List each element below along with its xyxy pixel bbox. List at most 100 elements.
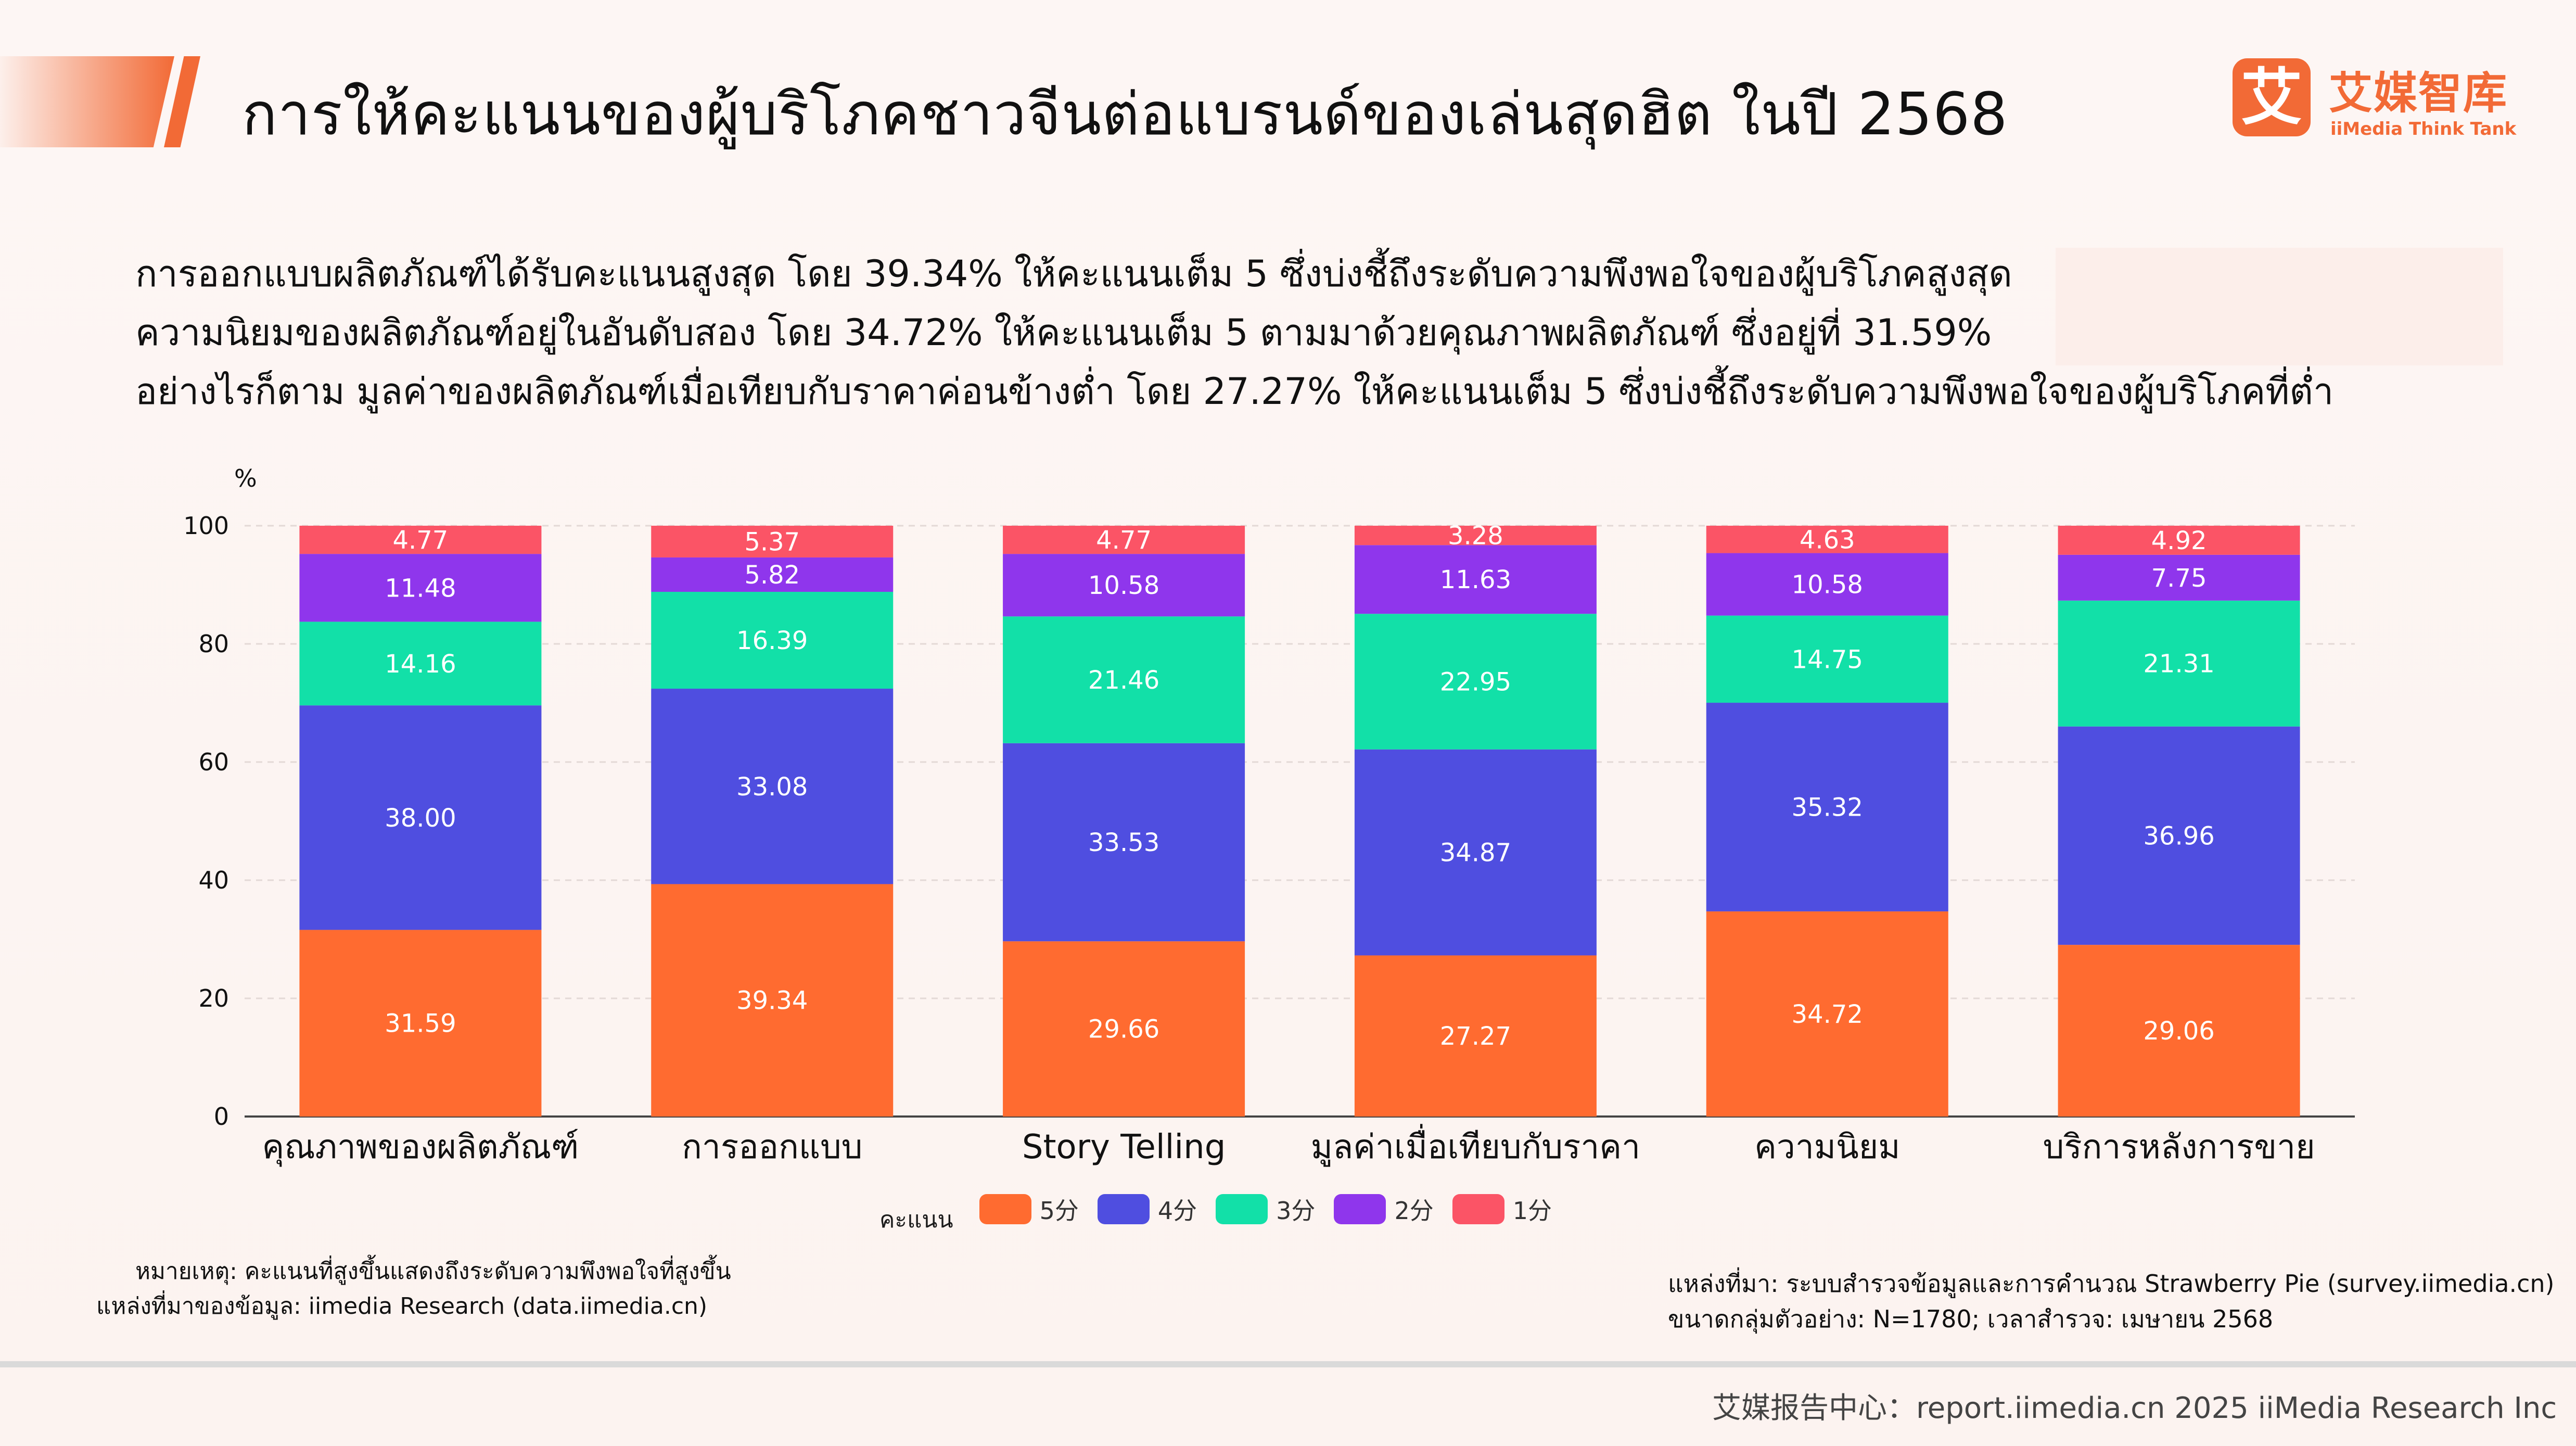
- y-tick-label: 60: [198, 748, 229, 776]
- bar-value-label: 31.59: [385, 1009, 456, 1038]
- summary-line-1: การออกแบบผลิตภัณฑ์ได้รับคะแนนสูงสุด โดย …: [135, 252, 2012, 295]
- y-tick-label: 0: [214, 1102, 229, 1131]
- bar-value-label: 4.92: [2151, 526, 2207, 555]
- x-category-label: ความนิยม: [1754, 1128, 1900, 1166]
- chart-legend: คะแนน 5分 4分 3分 2分 1分: [879, 1188, 1571, 1233]
- bar-value-label: 22.95: [1440, 667, 1511, 696]
- iimedia-logo-icon: 艾: [2233, 58, 2311, 136]
- bar-segment: [651, 884, 894, 1117]
- bar-segment: [1003, 941, 1245, 1117]
- legend-swatch: [1334, 1194, 1386, 1224]
- x-category-label: คุณภาพของผลิตภัณฑ์: [262, 1128, 579, 1167]
- bar-segment: [1354, 955, 1597, 1117]
- bar-value-label: 11.48: [385, 574, 456, 603]
- bar-value-label: 33.53: [1088, 828, 1159, 857]
- bar-segment: [1706, 526, 1948, 553]
- y-tick-label: 40: [198, 866, 229, 894]
- x-category-label: มูลค่าเมื่อเทียบกับราคา: [1311, 1124, 1640, 1167]
- bar-segment: [2058, 554, 2300, 601]
- legend-swatch: [1216, 1194, 1268, 1224]
- bar-value-label: 4.77: [1096, 526, 1152, 555]
- bar-segment: [299, 526, 542, 554]
- bar-value-label: 21.46: [1088, 666, 1159, 695]
- bar-segment: [1003, 526, 1245, 554]
- bar-segment: [1706, 911, 1948, 1117]
- bar-segment: [1003, 554, 1245, 617]
- bar-value-label: 14.16: [385, 650, 456, 679]
- y-axis-label: %: [234, 464, 257, 492]
- bar-segment: [651, 557, 894, 592]
- bar-segment: [2058, 945, 2300, 1117]
- bar-value-label: 29.06: [2143, 1017, 2214, 1046]
- bar-segment: [1354, 545, 1597, 614]
- bar-segment: [299, 930, 542, 1117]
- bar-segment: [651, 592, 894, 689]
- header-accent-bar: [0, 56, 174, 147]
- bar-segment: [651, 526, 894, 557]
- stacked-bar-chart: 0 20 40 60 80 100% 31.59 38.00 14.16 11.48 4.77 คุณ…: [183, 464, 2355, 1167]
- bar-segment: [1003, 616, 1245, 743]
- bar-value-label: 10.58: [1088, 571, 1159, 600]
- summary-text: การออกแบบผลิตภัณฑ์ได้รับคะแนนสูงสุด โดย …: [135, 245, 2508, 421]
- bar-value-label: 21.31: [2143, 650, 2214, 679]
- bar-value-label: 36.96: [2143, 821, 2214, 851]
- summary-line-2: ความนิยมของผลิตภัณฑ์อยู่ในอันดับสอง โดย …: [135, 311, 1992, 354]
- x-category-label: บริการหลังการขาย: [2043, 1128, 2315, 1166]
- footer-text: 艾媒报告中心：report.iimedia.cn 2025 iiMedia Re…: [1712, 1391, 2557, 1425]
- x-category-label: Story Telling: [1022, 1128, 1226, 1166]
- bar-value-label: 16.39: [736, 626, 808, 655]
- legend-title: คะแนน: [879, 1207, 953, 1233]
- bar-value-label: 11.63: [1440, 565, 1511, 594]
- bar-value-label: 5.82: [744, 561, 800, 590]
- bar-segment: [299, 621, 542, 706]
- bar-segment: [1003, 743, 1245, 942]
- bar-value-label: 29.66: [1088, 1015, 1159, 1044]
- legend-item-5: 5分: [979, 1192, 1079, 1226]
- legend-item-4: 4分: [1097, 1192, 1197, 1226]
- x-category-label: การออกแบบ: [682, 1128, 862, 1166]
- legend-item-3: 3分: [1216, 1192, 1315, 1226]
- bar-value-label: 35.32: [1792, 793, 1863, 822]
- y-tick-label: 20: [198, 984, 229, 1012]
- bar-value-label: 14.75: [1792, 645, 1863, 674]
- bar-segment: [2058, 726, 2300, 945]
- bar-value-label: 5.37: [744, 527, 800, 556]
- legend-swatch: [1097, 1194, 1150, 1224]
- bar-segment: [1706, 703, 1948, 911]
- bar-segment: [1706, 553, 1948, 616]
- bar-value-label: 39.34: [736, 986, 808, 1016]
- data-source-note: แหล่งที่มาของข้อมูล: iimedia Research (d…: [96, 1293, 708, 1320]
- chart-note: หมายเหตุ: คะแนนที่สูงขึ้นแสดงถึงระดับควา…: [135, 1258, 731, 1285]
- y-tick-label: 100: [183, 512, 229, 540]
- logo-chinese-name: 艾媒智库: [2329, 68, 2508, 119]
- bar-value-label: 4.77: [392, 526, 448, 555]
- summary-line-3: อย่างไรก็ตาม มูลค่าของผลิตภัณฑ์เมื่อเทีย…: [135, 370, 2334, 413]
- bar-segment: [299, 705, 542, 930]
- page-title: การให้คะแนนของผู้บริโภคชาวจีนต่อแบรนด์ขอ…: [242, 81, 2008, 148]
- y-tick-label: 80: [198, 630, 229, 658]
- bar-segment: [1354, 614, 1597, 750]
- bar-segment: [651, 689, 894, 884]
- legend-item-1: 1分: [1452, 1192, 1552, 1226]
- footer-divider: [0, 1361, 2576, 1367]
- bar-value-label: 34.72: [1792, 1000, 1863, 1029]
- sample-size-line: ขนาดกลุ่มตัวอย่าง: N=1780; เวลาสำรวจ: เม…: [1668, 1305, 2274, 1333]
- summary-highlight-band: [2056, 248, 2503, 365]
- bar-value-label: 27.27: [1440, 1022, 1511, 1051]
- bar-segment: [1706, 615, 1948, 703]
- legend-swatch: [1452, 1194, 1504, 1224]
- bar-value-label: 33.08: [736, 772, 808, 802]
- legend-swatch: [979, 1194, 1031, 1224]
- bar-value-label: 3.28: [1448, 522, 1503, 551]
- bar-segment: [2058, 600, 2300, 727]
- bar-segment: [1354, 526, 1597, 546]
- bar-value-label: 38.00: [385, 804, 456, 833]
- bar-segment: [1354, 749, 1597, 956]
- bar-segment: [2058, 526, 2300, 555]
- survey-source: แหล่งที่มา: ระบบสำรวจข้อมูลและการคำนวณ S…: [1668, 1266, 2555, 1337]
- legend-item-2: 2分: [1334, 1192, 1434, 1226]
- bar-value-label: 34.87: [1440, 839, 1511, 868]
- bar-value-label: 4.63: [1800, 525, 1855, 554]
- logo-english-name: iiMedia Think Tank: [2330, 119, 2517, 139]
- bar-value-label: 10.58: [1792, 570, 1863, 600]
